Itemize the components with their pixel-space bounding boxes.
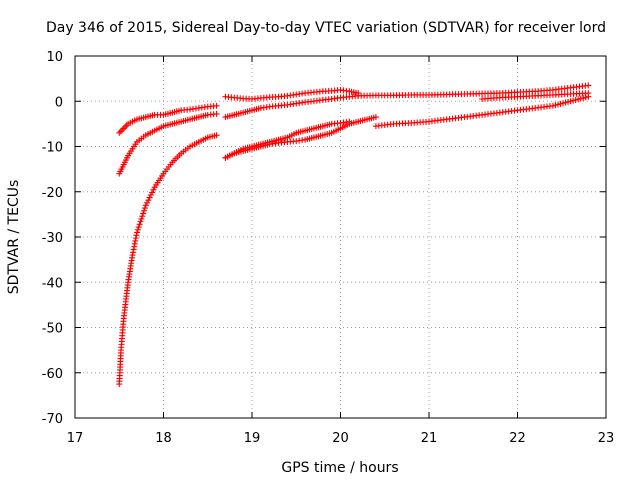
y-tick-label: -40 <box>42 276 63 291</box>
x-tick-label: 20 <box>332 431 349 446</box>
data-point-marker <box>120 125 127 132</box>
data-point-marker <box>585 82 592 89</box>
data-point-marker <box>132 237 139 244</box>
y-tick-label: -20 <box>42 186 63 201</box>
plot-frame <box>74 55 607 419</box>
data-point-marker <box>149 189 156 196</box>
data-point-marker <box>129 252 136 259</box>
data-point-marker <box>122 123 129 130</box>
y-tick-label: 10 <box>46 50 63 65</box>
series-track-h <box>372 93 592 130</box>
grid-lines <box>75 56 606 418</box>
data-point-marker <box>135 224 142 231</box>
data-point-marker <box>346 118 353 125</box>
data-point-marker <box>213 110 220 117</box>
data-point-marker <box>146 194 153 201</box>
series-track-i <box>355 82 592 99</box>
data-point-marker <box>131 240 138 247</box>
data-point-marker <box>144 199 151 206</box>
series-track-c <box>116 102 220 136</box>
data-point-marker <box>130 249 137 256</box>
data-point-marker <box>134 226 141 233</box>
x-tick-label: 18 <box>155 431 172 446</box>
y-tick-label: -10 <box>42 141 63 156</box>
data-point-marker <box>585 90 592 97</box>
data-point-marker <box>136 221 143 228</box>
data-point-marker <box>213 132 220 139</box>
data-point-marker <box>131 243 138 250</box>
data-point-marker <box>133 232 140 239</box>
x-tick-label: 22 <box>509 431 526 446</box>
series-track-j <box>479 90 592 102</box>
data-point-marker <box>141 205 148 212</box>
data-point-marker <box>132 235 139 242</box>
y-tick-label: -70 <box>42 412 63 427</box>
y-axis-label: SDTVAR / TECUs <box>6 180 22 295</box>
x-tick-labels: 17 18 19 20 21 22 23 <box>67 431 615 446</box>
data-point-marker <box>138 215 145 222</box>
x-tick-label: 21 <box>421 431 438 446</box>
data-point-marker <box>137 218 144 225</box>
data-point-marker <box>119 126 126 133</box>
data-point-marker <box>116 129 123 136</box>
data-point-marker <box>130 246 137 253</box>
data-point-marker <box>133 229 140 236</box>
data-point-marker <box>145 197 152 204</box>
series-track-b <box>116 110 220 177</box>
y-tick-label: 0 <box>55 95 63 110</box>
series-track-e <box>222 118 353 161</box>
data-point-marker <box>150 186 157 193</box>
axis-ticks <box>74 55 607 419</box>
x-tick-label: 23 <box>598 431 615 446</box>
series-track-g <box>222 86 362 102</box>
data-point-marker <box>141 207 148 214</box>
data-point-marker <box>147 191 154 198</box>
data-point-marker <box>142 202 149 209</box>
y-tick-labels: 10 0 -10 -20 -30 -40 -50 -60 -70 <box>42 50 63 427</box>
y-tick-label: -30 <box>42 231 63 246</box>
series-track-d <box>222 114 379 161</box>
x-tick-label: 19 <box>244 431 261 446</box>
data-point-marker <box>213 102 220 109</box>
y-tick-label: -60 <box>42 367 63 382</box>
data-point-marker <box>372 114 379 121</box>
data-point-marker <box>139 213 146 220</box>
data-points <box>116 82 592 388</box>
series-track-a <box>116 132 220 388</box>
chart-title: Day 346 of 2015, Sidereal Day-to-day VTE… <box>46 20 606 36</box>
data-point-marker <box>140 210 147 217</box>
data-point-marker <box>117 128 124 135</box>
x-tick-label: 17 <box>67 431 84 446</box>
y-tick-label: -50 <box>42 322 63 337</box>
x-axis-label: GPS time / hours <box>281 460 398 476</box>
